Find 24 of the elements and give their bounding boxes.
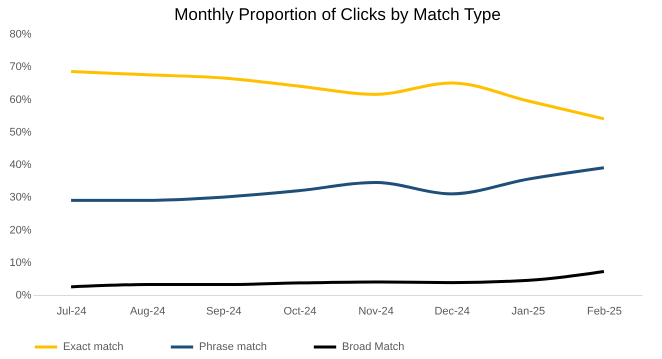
x-tick-label: Oct-24 bbox=[283, 306, 316, 318]
legend-label: Exact match bbox=[63, 341, 124, 353]
chart-title: Monthly Proportion of Clicks by Match Type bbox=[174, 5, 501, 24]
x-tick-label: Dec-24 bbox=[434, 306, 470, 318]
y-tick-label: 40% bbox=[9, 159, 32, 171]
line-series bbox=[70, 70, 606, 120]
x-tick-label: Feb-25 bbox=[587, 306, 622, 318]
line-series bbox=[70, 270, 606, 288]
x-tick-label: Jan-25 bbox=[511, 306, 546, 318]
legend-label: Phrase match bbox=[199, 341, 267, 353]
line-series bbox=[70, 166, 606, 202]
legend-label: Broad Match bbox=[342, 341, 404, 353]
y-tick-label: 10% bbox=[9, 256, 32, 269]
y-tick-label: 80% bbox=[9, 28, 32, 40]
y-tick-label: 0% bbox=[16, 290, 32, 302]
y-tick-label: 50% bbox=[9, 126, 32, 138]
x-tick-label: Sep-24 bbox=[206, 306, 242, 318]
x-tick-label: Aug-24 bbox=[130, 306, 166, 318]
y-tick-label: 70% bbox=[9, 61, 32, 74]
y-tick-label: 60% bbox=[9, 94, 32, 106]
y-tick-label: 30% bbox=[9, 192, 32, 204]
x-tick-label: Nov-24 bbox=[358, 306, 394, 318]
y-tick-label: 20% bbox=[9, 224, 32, 236]
x-tick-label: Jul-24 bbox=[56, 306, 87, 318]
